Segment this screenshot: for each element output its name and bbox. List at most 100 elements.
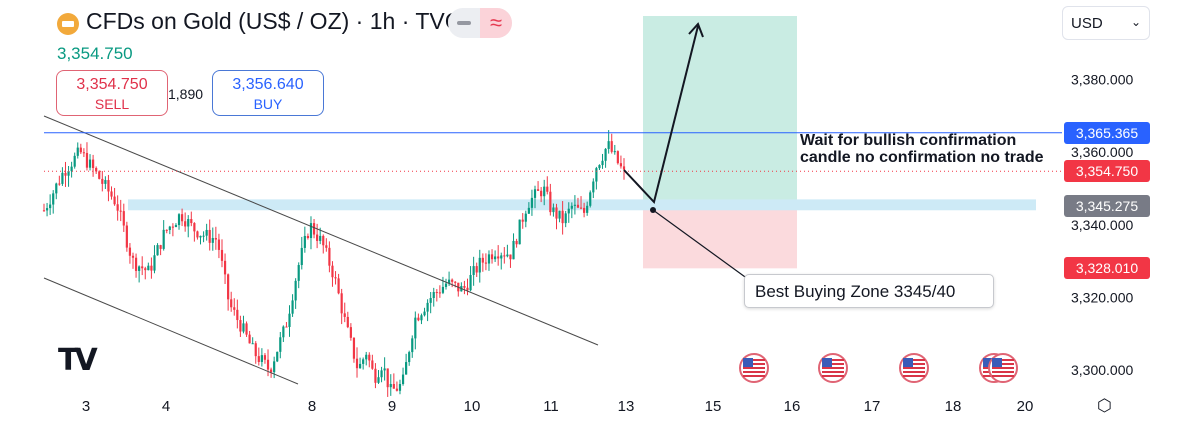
candle-body (141, 266, 144, 269)
spread-value: 1,890 (168, 86, 204, 102)
us-flag-event-icon[interactable] (988, 353, 1018, 383)
candle-body (300, 247, 303, 266)
candle-body (429, 298, 432, 303)
candle-body (236, 309, 239, 321)
candle-body (162, 229, 165, 249)
candle-body (70, 166, 73, 172)
candle-body (411, 338, 414, 353)
candle-body (266, 359, 270, 370)
candle-body (202, 235, 205, 237)
candle-body (438, 292, 441, 294)
candle-body (475, 266, 478, 273)
sell-button[interactable]: 3,354.750 SELL (56, 70, 168, 116)
candle-body (269, 369, 273, 373)
flag-stripe (743, 363, 765, 365)
currency-select[interactable]: USD ⌄ (1062, 6, 1150, 40)
candle-body (595, 168, 598, 182)
y-tick-label: 3,360.000 (1071, 144, 1133, 160)
x-tick-label: 20 (1017, 398, 1034, 415)
candle-body (564, 213, 567, 224)
candle-body (619, 163, 623, 167)
candle-body (110, 191, 113, 197)
settings-icon[interactable]: ⬡ (1097, 396, 1112, 415)
candle-body (398, 384, 402, 391)
gold-symbol-icon (57, 13, 79, 35)
candle-body (589, 192, 592, 206)
candle-body (45, 208, 49, 211)
flag-stripe (743, 359, 765, 361)
candle-body (165, 229, 168, 231)
minus-icon[interactable] (448, 8, 480, 38)
candle-body (555, 207, 558, 219)
candle-body (530, 197, 534, 208)
indicator-toggle[interactable]: ≈ (448, 8, 512, 38)
candle-body (128, 247, 132, 256)
flag-canton (743, 358, 753, 367)
candle-body (325, 245, 328, 248)
candle-body (95, 168, 98, 172)
candle-body (423, 311, 426, 316)
candle-body (260, 355, 263, 362)
wave-icon[interactable]: ≈ (480, 8, 512, 38)
candle-body (190, 219, 193, 224)
candle-body (297, 265, 300, 281)
candle-body (73, 155, 76, 167)
flag-stripe (822, 363, 844, 365)
candle-body (392, 384, 395, 389)
flag-stripe (903, 367, 925, 369)
candle-body (340, 293, 343, 314)
us-flag-event-icon[interactable] (818, 353, 848, 383)
flag-stripe (992, 359, 1014, 361)
candle-body (276, 351, 279, 362)
flag-stripe (743, 367, 765, 369)
candle-body (316, 234, 319, 241)
candle-body (85, 152, 89, 168)
flag-canton (983, 358, 993, 367)
candle-body (604, 148, 607, 161)
candle-body (88, 159, 92, 168)
candle-body (263, 355, 267, 360)
candle-body (184, 221, 187, 227)
candle-body (395, 388, 399, 391)
candle-body (101, 178, 104, 184)
us-flag-event-icon[interactable] (739, 353, 769, 383)
candle-body (524, 213, 527, 222)
stop-price-tag: 3,328.010 (1064, 257, 1150, 280)
symbol-title[interactable]: CFDs on Gold (US$ / OZ) · 1h · TVC (86, 8, 462, 34)
candle-body (273, 361, 276, 373)
sell-label: SELL (94, 96, 130, 112)
flag-stripe (903, 359, 925, 361)
candle-body (312, 223, 316, 235)
candle-body (58, 183, 61, 185)
candle-body (451, 279, 454, 282)
candle-body (52, 193, 55, 205)
confirmation-note: Wait for bullish confirmation candle no … (800, 132, 1044, 166)
candle-body (42, 210, 46, 212)
profit-zone (643, 16, 797, 206)
candle-body (119, 210, 122, 212)
candle-body (187, 219, 190, 227)
candle-body (303, 235, 306, 248)
tradingview-logo[interactable]: TV (58, 343, 98, 378)
candle-body (279, 337, 282, 352)
loss-zone (643, 205, 797, 269)
candle-body (113, 196, 116, 205)
candle-body (414, 317, 417, 339)
candle-body (586, 205, 589, 213)
candle-body (156, 245, 159, 256)
candle-body (334, 277, 337, 279)
candle-body (285, 326, 288, 328)
candle-body (613, 151, 616, 153)
candle-body (328, 247, 331, 266)
buy-button[interactable]: 3,356.640 BUY (212, 70, 324, 116)
us-flag-event-icon[interactable] (899, 353, 929, 383)
candle-body (233, 307, 236, 310)
candle-body (196, 231, 199, 238)
x-tick-label: 10 (464, 398, 481, 415)
buy-price: 3,356.640 (232, 76, 304, 93)
flag-stripe (822, 375, 844, 377)
candle-body (64, 172, 67, 176)
candle-body (251, 343, 254, 345)
candle-body (214, 238, 217, 240)
